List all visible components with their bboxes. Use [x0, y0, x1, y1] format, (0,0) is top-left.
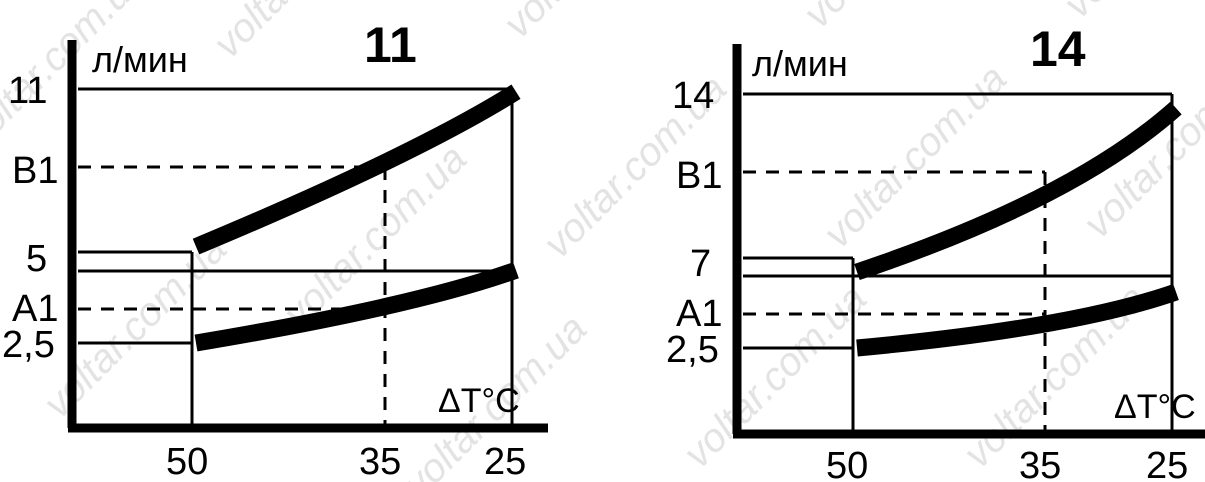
chart-title: 14 [1030, 21, 1086, 77]
watermark-text: voltar.com.ua [35, 227, 235, 427]
y-axis-unit: л/мин [752, 43, 848, 84]
x-tick-label: 35 [1019, 445, 1061, 482]
series-upper-curve [854, 101, 1182, 281]
chart-14: 14 л/мин 14 В1 7 А1 2,5 ΔT°C 50 35 25 [666, 21, 1205, 482]
y-tick-label: 2,5 [666, 329, 719, 371]
x-tick-label: 25 [484, 441, 526, 482]
chart-11: 11 л/мин 11 В1 5 А1 2,5 ΔT°C 50 35 25 [2, 17, 548, 482]
y-axis-unit: л/мин [92, 39, 188, 80]
chart-title: 11 [364, 17, 417, 73]
x-tick-label: 50 [166, 441, 208, 482]
x-tick-label: 50 [826, 445, 868, 482]
y-tick-label: 2,5 [2, 324, 55, 366]
y-tick-label: 11 [8, 70, 47, 112]
x-tick-label: 35 [359, 441, 401, 482]
x-tick-label: 25 [1146, 445, 1188, 482]
x-axis-label: ΔT°C [1114, 388, 1196, 426]
y-tick-label: 5 [26, 238, 47, 280]
y-tick-label: А1 [12, 288, 58, 330]
y-tick-label: 7 [690, 243, 711, 285]
series-lower-curve [856, 283, 1179, 357]
series-lower-curve [194, 262, 519, 352]
y-tick-label: 14 [672, 75, 714, 117]
watermark-text: voltar.com.ua [495, 0, 695, 46]
y-tick-label: В1 [676, 155, 722, 197]
y-tick-label: А1 [676, 293, 722, 335]
y-tick-label: В1 [12, 150, 58, 192]
watermark-text: voltar.com.ua [795, 0, 995, 36]
x-axis-label: ΔT°C [438, 382, 520, 420]
series-upper-curve [192, 84, 521, 255]
